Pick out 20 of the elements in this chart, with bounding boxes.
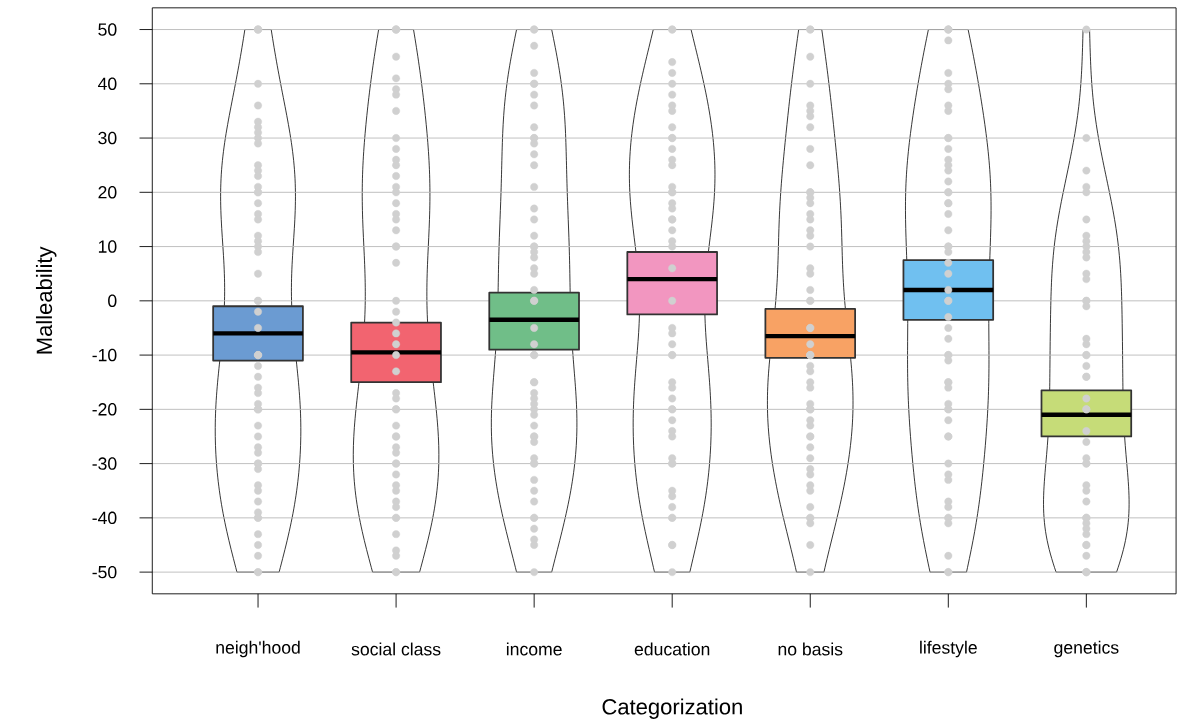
x-tick-label: neigh'hood [216,640,300,658]
y-tick-label: 20 [98,185,117,199]
y-tick-label: 10 [98,240,117,253]
x-tick-label: education [634,642,710,656]
y-tick-label: 30 [98,131,117,145]
y-tick-label: -50 [92,565,117,579]
y-tick-label: -40 [92,511,117,524]
x-tick-label: social class [351,642,441,656]
y-tick-label: 50 [98,23,117,36]
x-tick-label: genetics [1054,640,1119,658]
x-axis-title: Categorization [602,698,742,719]
y-tick-label: 40 [98,77,117,90]
y-axis-title: Malleability [35,246,57,354]
y-tick-label: -10 [92,348,117,362]
x-tick-label: income [506,642,562,656]
y-tick-label: 0 [108,294,117,307]
y-tick-label: -20 [92,402,117,416]
x-tick-label: lifestyle [920,640,977,658]
x-tick-label: no basis [778,642,843,656]
y-tick-label: -30 [92,457,117,470]
